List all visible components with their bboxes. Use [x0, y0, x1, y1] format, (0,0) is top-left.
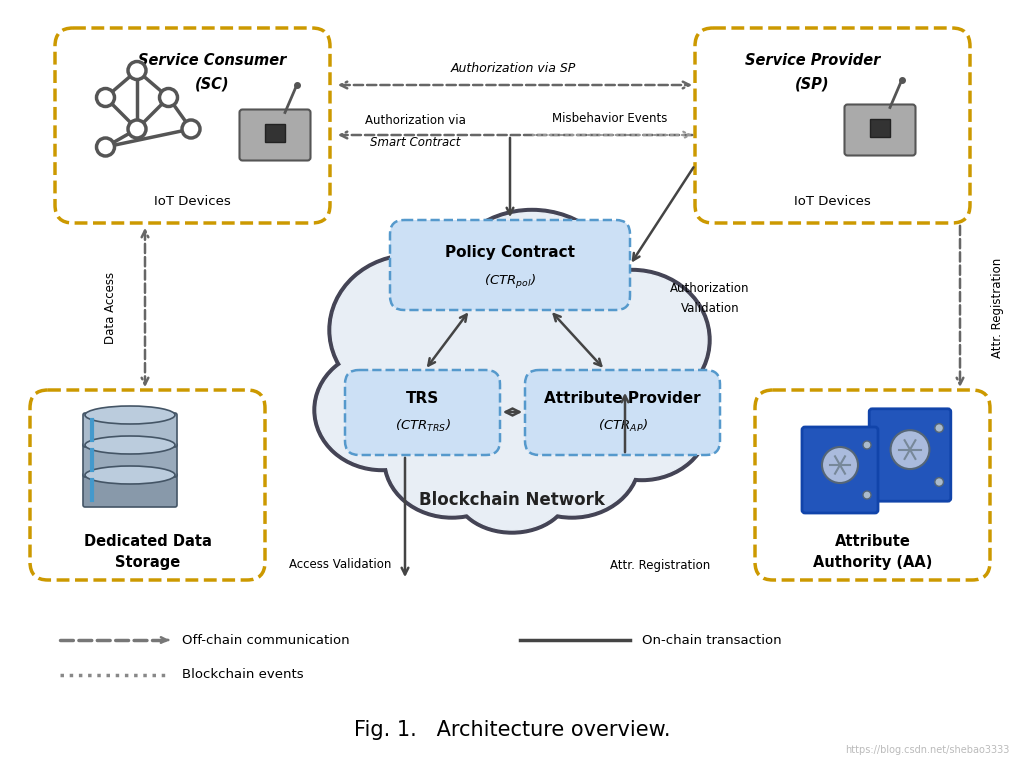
Ellipse shape — [554, 269, 711, 412]
Ellipse shape — [85, 436, 175, 454]
Text: Data Access: Data Access — [104, 272, 117, 344]
Text: (SP): (SP) — [795, 76, 830, 92]
FancyBboxPatch shape — [525, 370, 720, 455]
FancyBboxPatch shape — [265, 124, 285, 142]
FancyBboxPatch shape — [390, 220, 630, 310]
FancyBboxPatch shape — [83, 443, 177, 477]
Text: Attribute Provider: Attribute Provider — [544, 390, 701, 405]
Ellipse shape — [85, 466, 175, 484]
FancyBboxPatch shape — [83, 473, 177, 507]
Circle shape — [96, 89, 115, 106]
Circle shape — [128, 120, 146, 138]
Text: Storage: Storage — [115, 555, 180, 569]
Text: IoT Devices: IoT Devices — [154, 194, 231, 207]
Text: Blockchain events: Blockchain events — [182, 669, 303, 682]
Ellipse shape — [507, 405, 637, 515]
Ellipse shape — [387, 405, 517, 515]
Circle shape — [891, 430, 930, 469]
Text: On-chain transaction: On-chain transaction — [642, 633, 782, 646]
Text: Service Consumer: Service Consumer — [138, 53, 287, 67]
Ellipse shape — [453, 446, 571, 534]
FancyBboxPatch shape — [695, 28, 970, 223]
Text: Authorization via: Authorization via — [365, 113, 465, 126]
Ellipse shape — [383, 401, 521, 519]
Text: Authority (AA): Authority (AA) — [813, 555, 932, 569]
Circle shape — [863, 491, 871, 499]
Ellipse shape — [503, 401, 641, 519]
FancyBboxPatch shape — [869, 409, 951, 501]
Text: Fig. 1.   Architecture overview.: Fig. 1. Architecture overview. — [354, 720, 670, 740]
FancyBboxPatch shape — [755, 390, 990, 580]
FancyBboxPatch shape — [345, 370, 500, 455]
Circle shape — [822, 447, 858, 483]
Text: Attr. Registration: Attr. Registration — [991, 258, 1004, 358]
Circle shape — [935, 477, 943, 487]
Text: Authorization via SP: Authorization via SP — [450, 61, 576, 74]
Text: Service Provider: Service Provider — [745, 53, 880, 67]
Text: Access Validation: Access Validation — [289, 558, 392, 571]
Text: Authorization: Authorization — [670, 282, 749, 295]
Ellipse shape — [378, 271, 646, 489]
Circle shape — [935, 424, 943, 432]
Circle shape — [182, 120, 200, 138]
Ellipse shape — [441, 209, 623, 372]
Ellipse shape — [445, 213, 619, 367]
Text: Off-chain communication: Off-chain communication — [182, 633, 350, 646]
Text: Attr. Registration: Attr. Registration — [610, 558, 710, 571]
Circle shape — [160, 89, 177, 106]
Ellipse shape — [328, 253, 496, 406]
FancyBboxPatch shape — [83, 413, 177, 447]
Ellipse shape — [332, 258, 492, 402]
Text: ($CTR_{TRS}$): ($CTR_{TRS}$) — [395, 418, 450, 434]
Circle shape — [863, 441, 871, 449]
Text: TRS: TRS — [406, 390, 439, 405]
Ellipse shape — [573, 359, 711, 481]
Text: Misbehavior Events: Misbehavior Events — [552, 112, 667, 125]
FancyBboxPatch shape — [55, 28, 330, 223]
Text: IoT Devices: IoT Devices — [794, 194, 871, 207]
Ellipse shape — [382, 275, 642, 485]
Ellipse shape — [457, 450, 567, 530]
Ellipse shape — [577, 363, 707, 477]
FancyBboxPatch shape — [845, 105, 915, 155]
Ellipse shape — [557, 272, 707, 408]
Ellipse shape — [85, 406, 175, 424]
Text: (SC): (SC) — [195, 76, 230, 92]
Circle shape — [96, 138, 115, 156]
Text: Dedicated Data: Dedicated Data — [84, 535, 211, 549]
Text: ($CTR_{AP}$): ($CTR_{AP}$) — [598, 418, 648, 434]
FancyBboxPatch shape — [870, 119, 890, 137]
Text: Validation: Validation — [681, 301, 739, 314]
Text: ($CTR_{pol}$): ($CTR_{pol}$) — [484, 273, 536, 291]
FancyBboxPatch shape — [802, 427, 878, 513]
Ellipse shape — [313, 349, 451, 471]
Text: https://blog.csdn.net/shebao3333: https://blog.csdn.net/shebao3333 — [846, 745, 1010, 755]
FancyBboxPatch shape — [30, 390, 265, 580]
Circle shape — [128, 61, 146, 80]
Ellipse shape — [317, 353, 447, 467]
Text: Smart Contract: Smart Contract — [370, 135, 460, 148]
Text: Blockchain Network: Blockchain Network — [419, 491, 605, 509]
Text: Attribute: Attribute — [834, 535, 910, 549]
FancyBboxPatch shape — [240, 109, 311, 161]
Text: Policy Contract: Policy Contract — [445, 245, 575, 259]
